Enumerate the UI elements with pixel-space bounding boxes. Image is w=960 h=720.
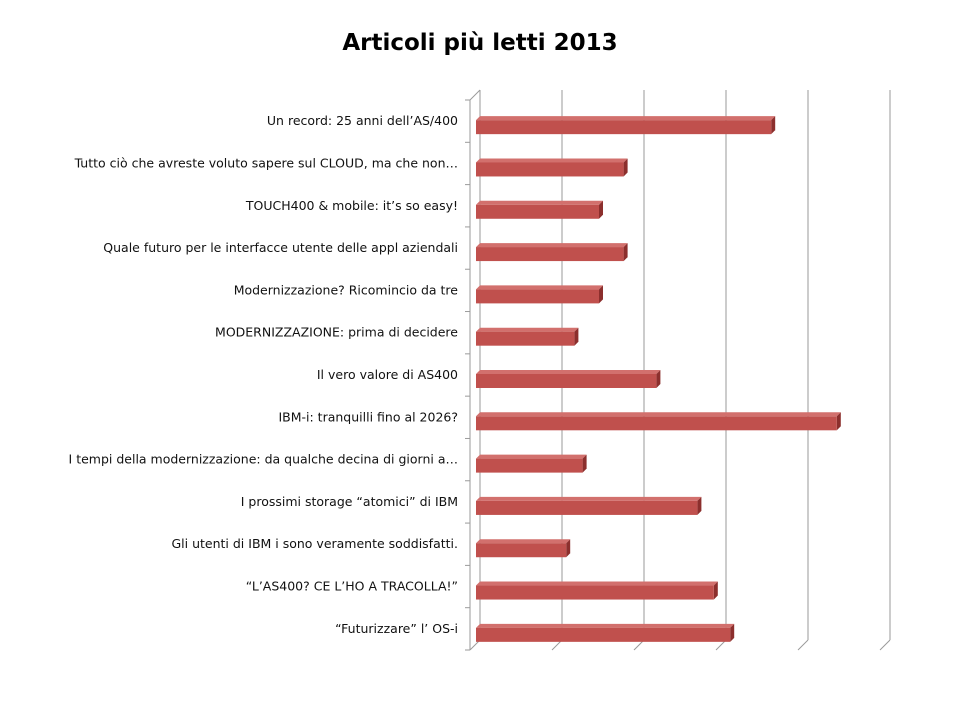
bar-top-face xyxy=(476,327,579,332)
bar-top-face xyxy=(476,454,587,459)
gridline-depth xyxy=(879,639,891,651)
bar-front-face xyxy=(476,374,657,388)
category-label: Un record: 25 anni dell’AS/400 xyxy=(267,113,458,128)
bar-side-face xyxy=(582,454,587,473)
bar-front-face xyxy=(476,458,583,473)
category-label: I prossimi storage “atomici” di IBM xyxy=(241,494,458,509)
bar xyxy=(476,243,628,262)
bar-top-face xyxy=(476,496,702,501)
bar xyxy=(476,158,628,177)
bar xyxy=(476,370,661,388)
gridlines xyxy=(469,90,891,651)
bar-top-face xyxy=(476,623,735,628)
bar-side-face xyxy=(730,623,735,642)
bar xyxy=(476,285,603,304)
bar-front-face xyxy=(476,120,772,135)
bar xyxy=(476,200,603,219)
bar-front-face xyxy=(476,162,624,177)
chart-title: Articoli più letti 2013 xyxy=(342,30,618,56)
bar-side-face xyxy=(623,243,628,262)
bar xyxy=(476,454,587,473)
bar-side-face xyxy=(599,285,603,304)
bar xyxy=(476,412,841,431)
bar xyxy=(476,581,718,600)
category-labels: Un record: 25 anni dell’AS/400 Tutto ciò … xyxy=(69,113,459,636)
bar-front-face xyxy=(476,331,575,346)
bar-top-face xyxy=(476,116,776,121)
category-label: Tutto ciò che avreste voluto sapere sul … xyxy=(74,155,458,170)
bar-top-face xyxy=(476,581,718,586)
bar-side-face xyxy=(599,200,603,219)
bar-front-face xyxy=(476,543,567,558)
bar-front-face xyxy=(476,204,599,219)
bar-top-face xyxy=(476,158,628,163)
bar xyxy=(476,327,579,346)
category-label: Il vero valore di AS400 xyxy=(317,367,458,382)
bar-front-face xyxy=(476,289,599,304)
category-label: Quale futuro per le interfacce utente de… xyxy=(103,240,458,255)
bar-front-face xyxy=(476,416,837,431)
bar-side-face xyxy=(713,581,718,600)
bar-top-face xyxy=(476,243,628,248)
bar-side-face xyxy=(697,496,702,515)
axis-depth-line xyxy=(469,89,481,101)
bar-front-face xyxy=(476,585,714,600)
gridline-depth xyxy=(797,639,809,651)
bar-top-face xyxy=(476,412,841,417)
bar-side-face xyxy=(566,539,571,558)
bar-side-face xyxy=(836,412,841,431)
bar-top-face xyxy=(476,285,603,290)
bar-front-face xyxy=(476,627,731,642)
category-label: Modernizzazione? Ricomincio da tre xyxy=(234,282,459,297)
category-label: TOUCH400 & mobile: it’s so easy! xyxy=(245,198,458,213)
bar-side-face xyxy=(656,370,661,388)
bar xyxy=(476,623,735,642)
bar-top-face xyxy=(476,200,603,205)
bar-side-face xyxy=(623,158,628,177)
bar-side-face xyxy=(771,116,776,135)
category-axis xyxy=(465,89,481,651)
bar-front-face xyxy=(476,500,698,515)
bar-side-face xyxy=(574,327,579,346)
category-label: I tempi della modernizzazione: da qualch… xyxy=(69,452,458,467)
category-label: IBM-i: tranquilli fino al 2026? xyxy=(278,409,458,424)
category-label: MODERNIZZAZIONE: prima di decidere xyxy=(215,325,458,340)
category-label: “L’AS400? CE L’HO A TRACOLLA!” xyxy=(246,579,458,594)
bar xyxy=(476,539,571,558)
bar-top-face xyxy=(476,539,571,544)
bar-front-face xyxy=(476,247,624,262)
category-label: “Futurizzare” l’ OS-i xyxy=(335,621,458,636)
bar xyxy=(476,116,776,135)
bars xyxy=(476,116,841,642)
bar-top-face xyxy=(476,370,661,374)
bar xyxy=(476,496,702,515)
category-label: Gli utenti di IBM i sono veramente soddi… xyxy=(171,536,458,551)
